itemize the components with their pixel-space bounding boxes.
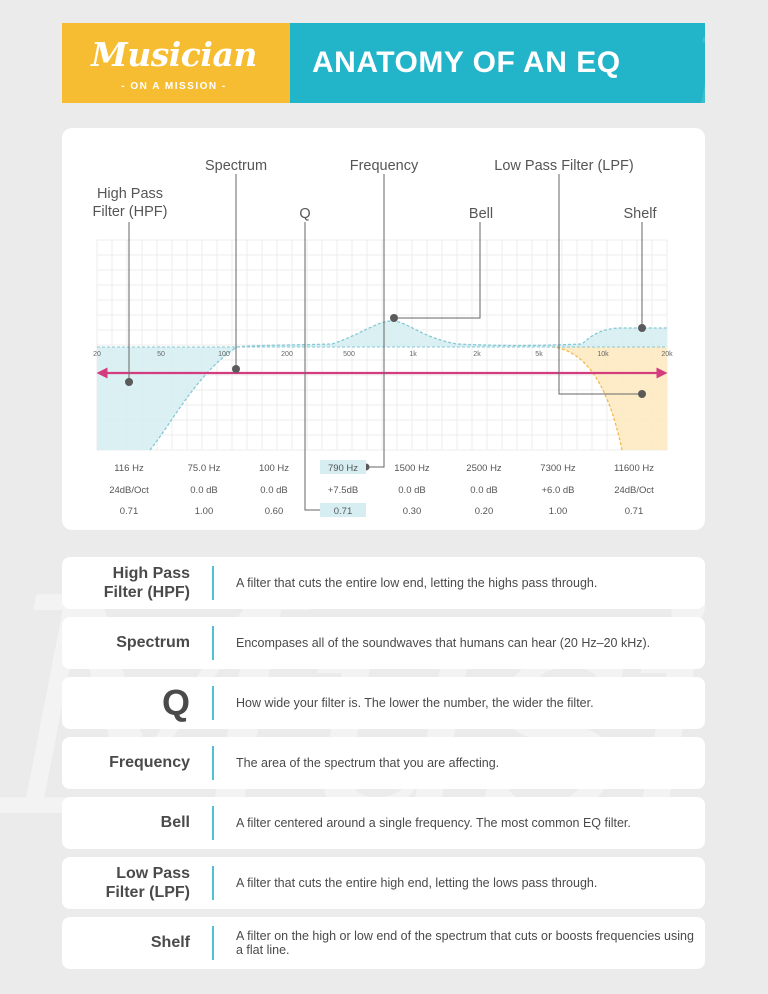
lpf-curve xyxy=(551,346,623,451)
freq-tick-label: 20k xyxy=(661,351,673,358)
hpf-dot xyxy=(125,378,133,386)
band-freq: 2500 Hz xyxy=(466,463,502,474)
definition-term: Low Pass Filter (LPF) xyxy=(105,864,190,901)
band-q: 0.71 xyxy=(334,506,353,517)
freq-tick-label: 100 xyxy=(218,351,230,358)
definition-row: Q How wide your filter is. The lower the … xyxy=(62,677,705,729)
definition-term: Q xyxy=(161,682,190,724)
definition-separator xyxy=(212,806,214,840)
label-hpf-line1: High Pass xyxy=(97,186,163,202)
band-gain: 24dB/Oct xyxy=(109,485,149,496)
label-spectrum: Spectrum xyxy=(205,158,267,174)
label-bell: Bell xyxy=(469,206,493,222)
shelf-dot xyxy=(638,324,646,332)
definition-separator xyxy=(212,686,214,720)
band-gain: +7.5dB xyxy=(328,485,358,496)
definition-term: High Pass Filter (HPF) xyxy=(103,564,190,601)
band-q: 0.30 xyxy=(403,506,422,517)
logo-area xyxy=(62,23,290,103)
lpf-dot xyxy=(638,390,646,398)
definition-row: High Pass Filter (HPF) A filter that cuts … xyxy=(62,557,705,609)
page-title: ANATOMY OF AN EQ xyxy=(312,46,621,79)
hpf-curve xyxy=(149,346,238,451)
band-freq: 1500 Hz xyxy=(394,463,430,474)
definition-separator xyxy=(212,746,214,780)
definition-row: Spectrum Encompases all of the soundwaves… xyxy=(62,617,705,669)
band-gain: 0.0 dB xyxy=(398,485,425,496)
definition-separator xyxy=(212,626,214,660)
spectrum-dot xyxy=(232,365,240,373)
definition-text: Encompases all of the soundwaves that hu… xyxy=(236,635,651,650)
label-q: Q xyxy=(299,206,310,222)
definition-text: A filter that cuts the entire high end, … xyxy=(236,875,598,890)
band-freq: 116 Hz xyxy=(114,463,144,474)
header-banner: Musi Musician - ON A MISSION - ANATOMY O… xyxy=(62,23,705,103)
freq-tick-label: 200 xyxy=(281,351,293,358)
band-gain: 0.0 dB xyxy=(190,485,217,496)
label-frequency: Frequency xyxy=(350,158,419,174)
band-gain: +6.0 dB xyxy=(541,485,574,496)
definition-term: Bell xyxy=(160,814,190,832)
definition-row: Shelf A filter on the high or low end of … xyxy=(62,917,705,969)
freq-highlight xyxy=(320,460,366,474)
freq-tick-label: 1k xyxy=(409,351,417,358)
q-leader xyxy=(304,222,324,511)
definition-row: Bell A filter centered around a single fr… xyxy=(62,797,705,849)
bell-dot xyxy=(390,314,398,322)
freq-tick-label: 20 xyxy=(93,351,101,358)
definition-text: A filter centered around a single freque… xyxy=(236,815,631,830)
freq-tick-label: 500 xyxy=(343,351,355,358)
definition-separator xyxy=(212,566,214,600)
label-lpf: Low Pass Filter (LPF) xyxy=(494,158,633,174)
freq-tick-label: 50 xyxy=(157,351,165,358)
definition-term: Frequency xyxy=(109,754,190,772)
definition-term: Spectrum xyxy=(116,634,190,652)
definition-term: Shelf xyxy=(150,934,190,952)
band-q: 0.71 xyxy=(625,506,644,517)
definition-text: The area of the spectrum that you are af… xyxy=(236,755,500,770)
lpf-leader xyxy=(558,174,642,395)
frequency-ticks: 20 50 100 200 500 1k 2k 5k 10k 20k xyxy=(93,351,673,358)
band-q: 0.20 xyxy=(475,506,494,517)
definition-text: A filter on the high or low end of the s… xyxy=(236,928,694,957)
definition-separator xyxy=(212,866,214,900)
freq-tick-label: 5k xyxy=(535,351,543,358)
freq-tick-label: 10k xyxy=(597,351,609,358)
band-q: 1.00 xyxy=(195,506,214,517)
definition-text: How wide your filter is. The lower the n… xyxy=(236,695,594,710)
band-q: 0.71 xyxy=(120,506,139,517)
band-q: 0.60 xyxy=(265,506,284,517)
band-freq: 75.0 Hz xyxy=(188,463,221,474)
leader-lines xyxy=(128,174,643,511)
title-decoration: Musi xyxy=(690,23,705,103)
band-gain: 0.0 dB xyxy=(260,485,287,496)
band-q: 1.00 xyxy=(549,506,568,517)
eq-diagram: 20 50 100 200 500 1k 2k 5k 10k 20k High Pass Filt… xyxy=(93,158,673,517)
label-hpf-line2: Filter (HPF) xyxy=(93,204,168,220)
eq-curve-fill xyxy=(237,321,667,347)
band-freq: 11600 Hz xyxy=(614,463,654,474)
title-area: Musi xyxy=(290,23,705,103)
frequency-leader xyxy=(366,174,385,468)
definition-row: Low Pass Filter (LPF) A filter that cuts t… xyxy=(62,857,705,909)
freq-tick-label: 2k xyxy=(473,351,481,358)
eq-diagram-card: 20 50 100 200 500 1k 2k 5k 10k 20k High Pass Filt… xyxy=(62,128,705,530)
definition-row: Frequency The area of the spectrum that y… xyxy=(62,737,705,789)
band-gain: 24dB/Oct xyxy=(614,485,654,496)
band-freq: 100 Hz xyxy=(259,463,289,474)
band-gain: 0.0 dB xyxy=(470,485,497,496)
logo-wordmark: Musician xyxy=(91,35,257,74)
q-highlight xyxy=(320,503,366,517)
definition-text: A filter that cuts the entire low end, l… xyxy=(236,575,598,590)
logo-tagline: - ON A MISSION - xyxy=(121,81,227,92)
band-freq: 790 Hz xyxy=(328,463,358,474)
definition-separator xyxy=(212,926,214,960)
band-parameters: 116 Hz 24dB/Oct 0.71 75.0 Hz 0.0 dB 1.00 100 H… xyxy=(109,463,654,517)
bell-leader xyxy=(394,222,481,319)
band-freq: 7300 Hz xyxy=(540,463,576,474)
label-shelf: Shelf xyxy=(623,206,657,222)
